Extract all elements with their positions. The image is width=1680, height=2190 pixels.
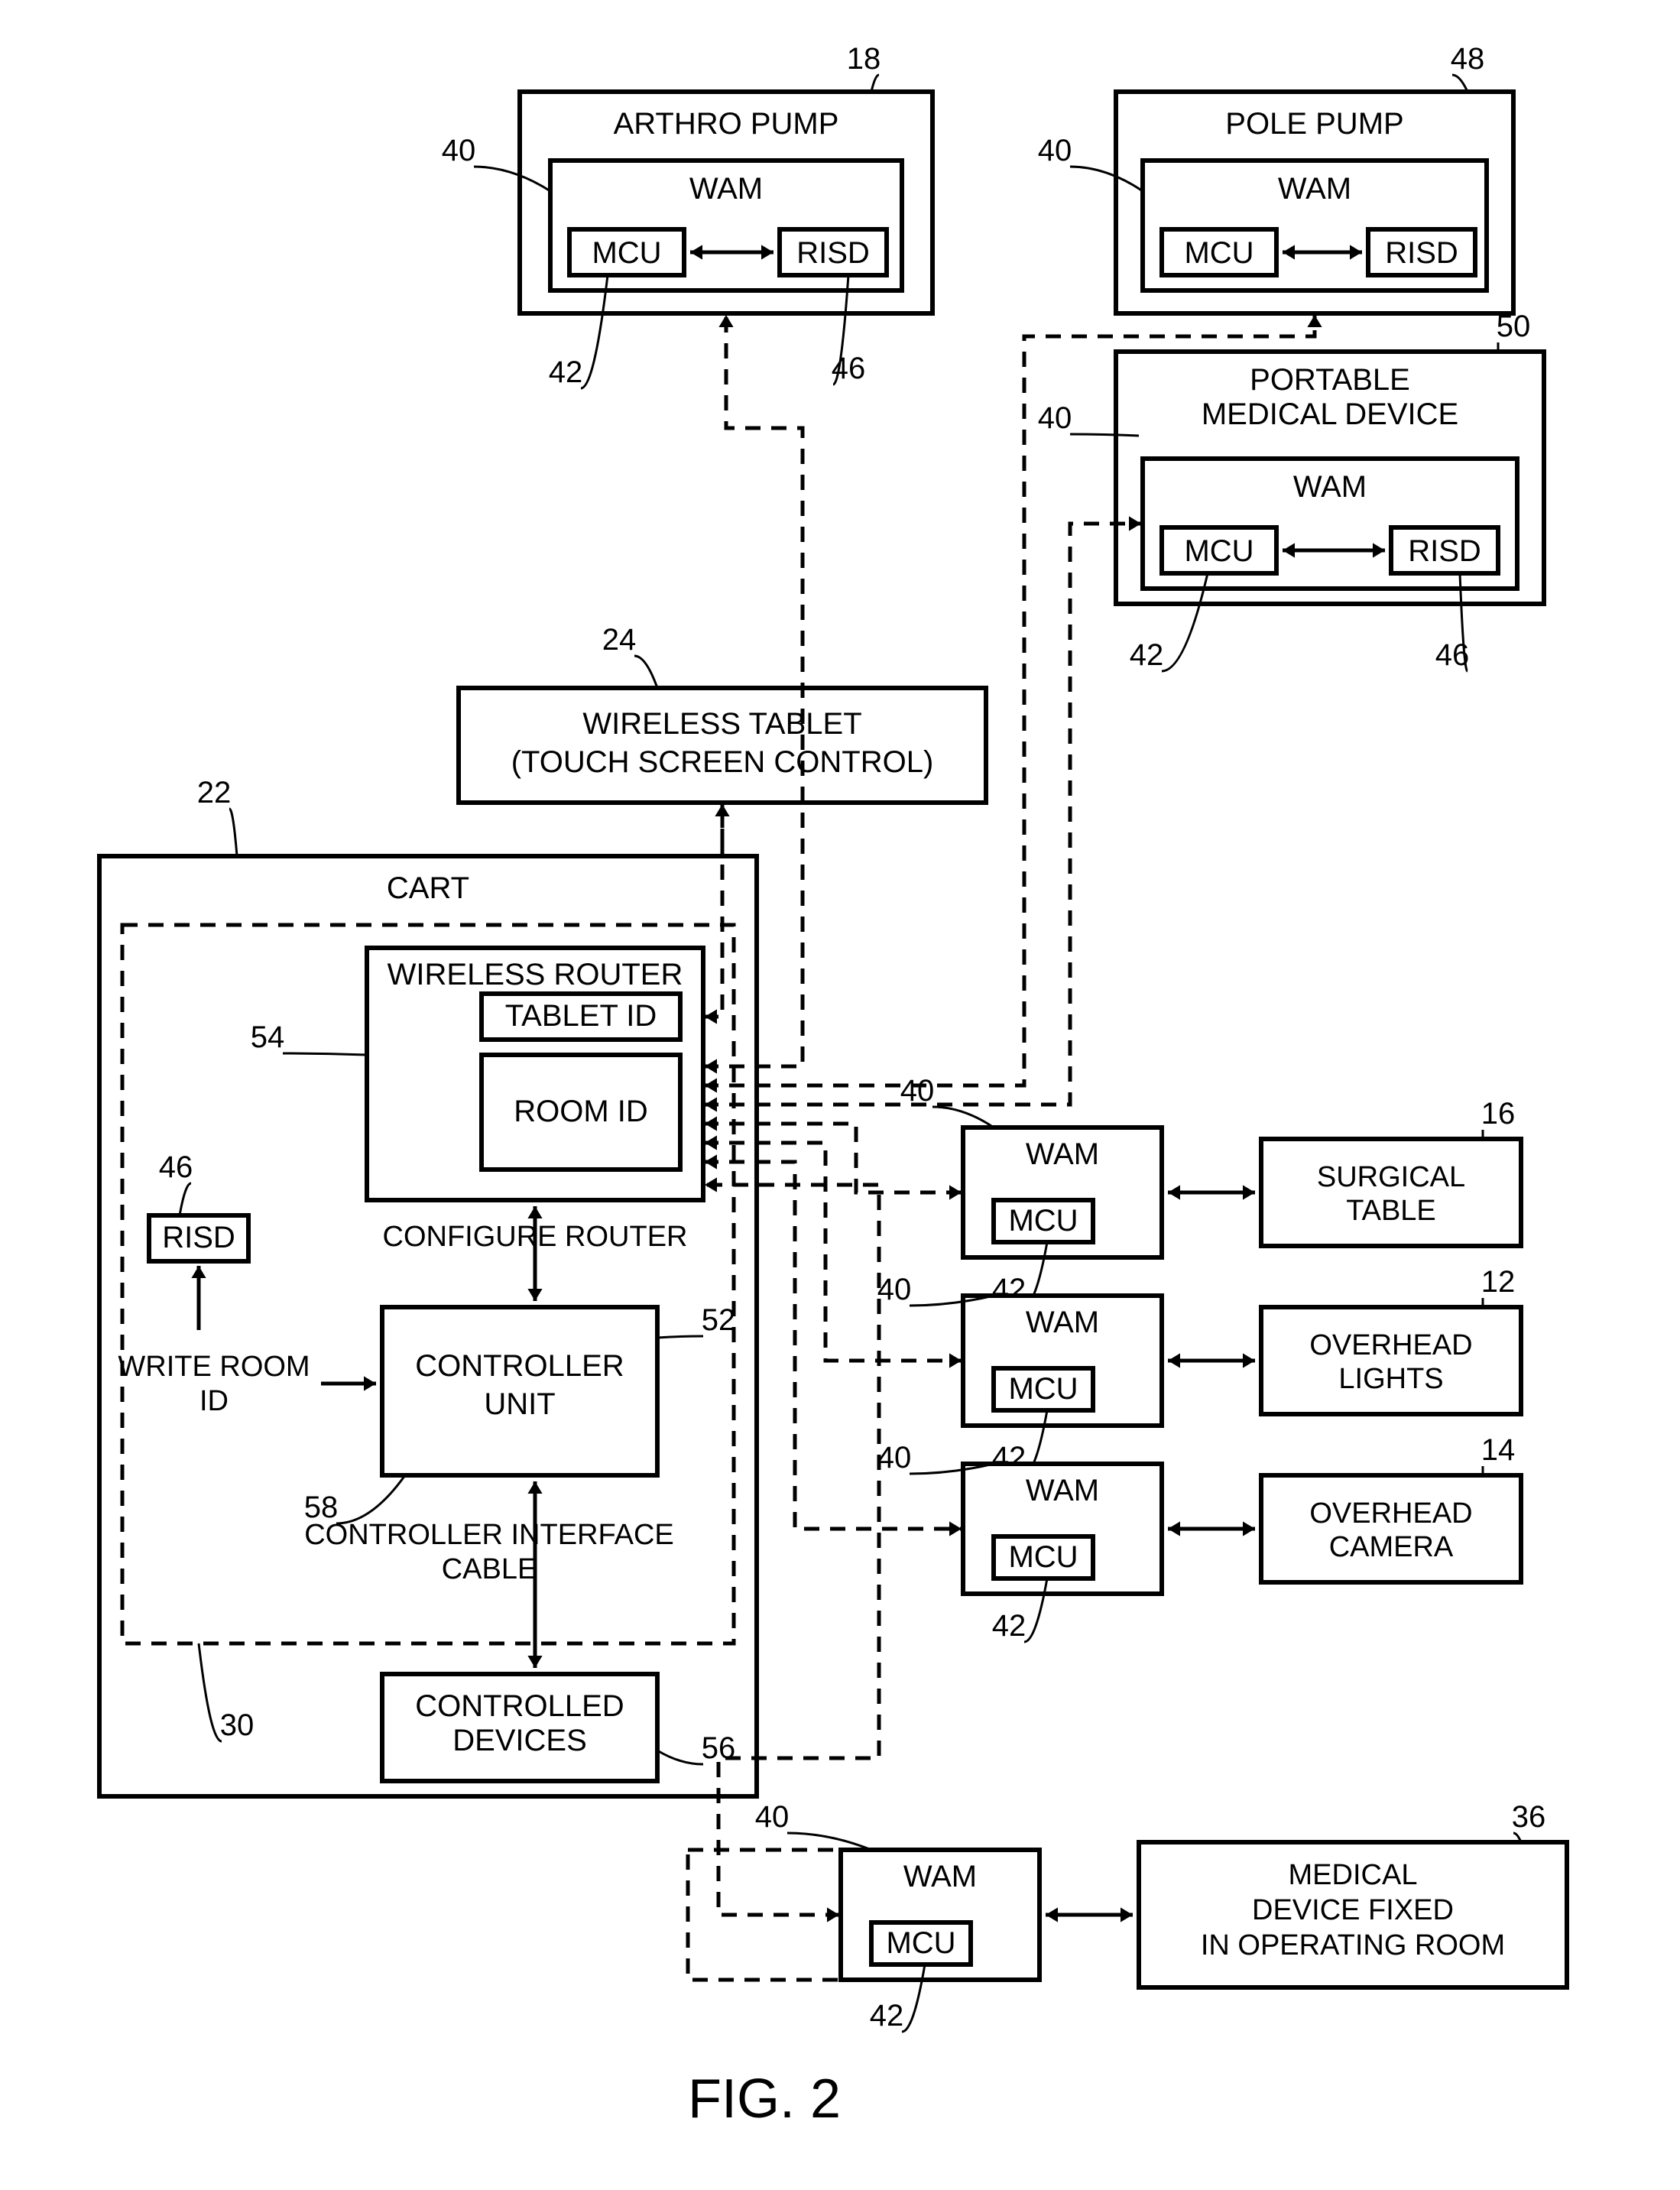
svg-text:ARTHRO PUMP: ARTHRO PUMP xyxy=(614,107,839,141)
svg-text:CONTROLLED: CONTROLLED xyxy=(415,1689,624,1723)
svg-text:MCU: MCU xyxy=(592,236,661,270)
svg-text:DEVICE FIXED: DEVICE FIXED xyxy=(1252,1894,1454,1926)
svg-text:50: 50 xyxy=(1497,310,1531,343)
svg-text:WAM: WAM xyxy=(903,1860,977,1893)
svg-text:ID: ID xyxy=(199,1385,229,1417)
svg-text:ROOM ID: ROOM ID xyxy=(514,1095,648,1128)
svg-text:54: 54 xyxy=(251,1020,285,1054)
svg-text:42: 42 xyxy=(549,355,583,389)
svg-text:CART: CART xyxy=(387,871,469,905)
svg-text:MEDICAL: MEDICAL xyxy=(1289,1859,1418,1891)
svg-text:RISD: RISD xyxy=(1385,236,1458,270)
svg-text:MEDICAL DEVICE: MEDICAL DEVICE xyxy=(1202,397,1458,431)
svg-text:48: 48 xyxy=(1451,42,1485,76)
svg-text:TABLE: TABLE xyxy=(1346,1195,1436,1227)
svg-text:52: 52 xyxy=(702,1303,736,1337)
svg-text:MCU: MCU xyxy=(886,1926,955,1960)
svg-text:MCU: MCU xyxy=(1008,1204,1078,1238)
svg-text:16: 16 xyxy=(1481,1097,1516,1131)
svg-text:22: 22 xyxy=(197,776,232,809)
svg-text:40: 40 xyxy=(877,1273,912,1306)
svg-text:WIRELESS TABLET: WIRELESS TABLET xyxy=(582,707,861,741)
svg-text:RISD: RISD xyxy=(796,236,870,270)
svg-text:PORTABLE: PORTABLE xyxy=(1250,363,1410,397)
svg-text:MCU: MCU xyxy=(1008,1540,1078,1574)
svg-text:CABLE: CABLE xyxy=(442,1553,537,1585)
svg-text:58: 58 xyxy=(304,1491,339,1524)
svg-text:14: 14 xyxy=(1481,1433,1516,1467)
svg-text:40: 40 xyxy=(1038,134,1072,167)
svg-text:WAM: WAM xyxy=(1026,1306,1099,1339)
svg-text:WIRELESS ROUTER: WIRELESS ROUTER xyxy=(388,958,683,991)
svg-text:LIGHTS: LIGHTS xyxy=(1338,1363,1443,1395)
svg-text:WRITE ROOM: WRITE ROOM xyxy=(118,1351,310,1383)
svg-text:CAMERA: CAMERA xyxy=(1329,1531,1454,1563)
svg-text:42: 42 xyxy=(1130,638,1164,672)
svg-text:DEVICES: DEVICES xyxy=(452,1724,587,1757)
svg-text:40: 40 xyxy=(442,134,476,167)
svg-text:MCU: MCU xyxy=(1184,236,1254,270)
svg-text:FIG. 2: FIG. 2 xyxy=(688,2068,841,2130)
svg-text:WAM: WAM xyxy=(1293,470,1367,504)
svg-text:RISD: RISD xyxy=(1408,534,1481,568)
svg-text:WAM: WAM xyxy=(689,172,763,206)
svg-text:UNIT: UNIT xyxy=(484,1387,555,1421)
svg-text:40: 40 xyxy=(755,1800,790,1834)
svg-text:42: 42 xyxy=(870,1999,904,2033)
svg-text:40: 40 xyxy=(877,1441,912,1475)
svg-text:WAM: WAM xyxy=(1026,1137,1099,1171)
svg-text:OVERHEAD: OVERHEAD xyxy=(1309,1329,1472,1361)
svg-text:RISD: RISD xyxy=(162,1221,235,1254)
svg-text:OVERHEAD: OVERHEAD xyxy=(1309,1497,1472,1530)
svg-text:30: 30 xyxy=(220,1708,255,1742)
svg-text:WAM: WAM xyxy=(1278,172,1351,206)
svg-text:46: 46 xyxy=(159,1150,193,1184)
svg-text:40: 40 xyxy=(1038,401,1072,435)
svg-text:CONTROLLER INTERFACE: CONTROLLER INTERFACE xyxy=(304,1519,674,1551)
svg-text:24: 24 xyxy=(602,623,637,657)
svg-text:12: 12 xyxy=(1481,1265,1516,1299)
svg-text:MCU: MCU xyxy=(1184,534,1254,568)
svg-text:TABLET ID: TABLET ID xyxy=(505,999,657,1033)
svg-text:POLE PUMP: POLE PUMP xyxy=(1225,107,1403,141)
svg-text:18: 18 xyxy=(847,42,881,76)
svg-text:36: 36 xyxy=(1512,1800,1546,1834)
svg-text:42: 42 xyxy=(992,1609,1026,1643)
svg-text:40: 40 xyxy=(900,1074,935,1108)
svg-text:SURGICAL: SURGICAL xyxy=(1317,1161,1465,1193)
svg-text:CONTROLLER: CONTROLLER xyxy=(415,1349,624,1383)
svg-text:MCU: MCU xyxy=(1008,1372,1078,1406)
svg-text:WAM: WAM xyxy=(1026,1474,1099,1507)
svg-text:(TOUCH SCREEN CONTROL): (TOUCH SCREEN CONTROL) xyxy=(511,745,934,779)
svg-text:IN OPERATING ROOM: IN OPERATING ROOM xyxy=(1201,1929,1505,1961)
